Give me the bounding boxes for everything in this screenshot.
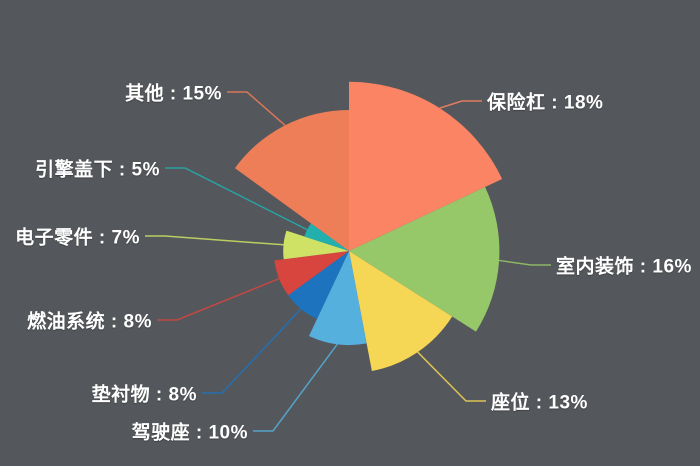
label-leader-line-6 (145, 235, 284, 246)
slice-label: 室内装饰 : 16% (556, 256, 692, 278)
slice-label: 驾驶座 : 10% (131, 422, 248, 444)
label-leader-line-3 (253, 343, 338, 432)
pie-slice-3[interactable] (308, 251, 367, 346)
label-leader-line-2 (417, 351, 486, 402)
pie-slice-7[interactable] (304, 223, 349, 251)
label-leader-line-1 (498, 259, 551, 266)
slice-label: 保险杠 : 18% (487, 92, 604, 114)
pie-slice-6[interactable] (283, 230, 349, 260)
label-leader-line-5 (157, 277, 280, 321)
slice-label: 电子零件 : 7% (15, 227, 140, 249)
slice-label: 引擎盖下 : 5% (35, 159, 160, 181)
label-leader-line-4 (202, 308, 302, 394)
pie-slice-2[interactable] (349, 251, 453, 372)
slice-label: 垫衬物 : 8% (91, 384, 197, 406)
pie-slice-4[interactable] (288, 251, 349, 320)
label-leader-line-8 (227, 91, 286, 126)
pie-slice-8[interactable] (234, 110, 349, 251)
slice-label: 燃油系统 : 8% (27, 311, 152, 333)
label-leader-line-0 (439, 100, 482, 109)
slice-label: 其他 : 15% (125, 83, 222, 105)
label-leader-line-7 (165, 167, 308, 231)
pie-slice-0[interactable] (349, 81, 503, 251)
pie-slice-5[interactable] (274, 251, 349, 296)
pie-slice-1[interactable] (349, 186, 500, 332)
slice-label: 座位 : 13% (491, 392, 588, 414)
